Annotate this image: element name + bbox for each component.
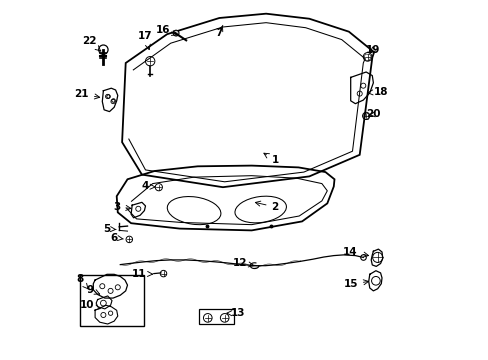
Text: 15: 15 [343, 279, 368, 289]
Text: 4: 4 [142, 181, 155, 192]
Text: 22: 22 [82, 36, 101, 51]
Text: 9: 9 [87, 285, 100, 295]
Text: 11: 11 [132, 269, 152, 279]
Text: 17: 17 [138, 31, 152, 50]
Text: 14: 14 [343, 247, 368, 257]
Bar [80, 275, 143, 326]
Circle shape [173, 30, 179, 36]
Text: 1: 1 [264, 153, 278, 165]
Text: 19: 19 [366, 45, 380, 55]
Text: 5: 5 [103, 224, 116, 234]
Text: 13: 13 [226, 308, 245, 318]
Bar [199, 309, 234, 324]
Text: 6: 6 [110, 233, 123, 243]
Text: 2: 2 [255, 201, 278, 212]
Text: 10: 10 [80, 300, 100, 310]
Text: 7: 7 [215, 25, 223, 38]
Text: 18: 18 [367, 87, 387, 97]
Text: 8: 8 [76, 274, 88, 289]
Text: 16: 16 [156, 24, 177, 35]
Text: 3: 3 [113, 202, 131, 212]
Text: 12: 12 [232, 258, 253, 268]
Text: 20: 20 [366, 109, 380, 120]
Text: 21: 21 [74, 89, 100, 99]
